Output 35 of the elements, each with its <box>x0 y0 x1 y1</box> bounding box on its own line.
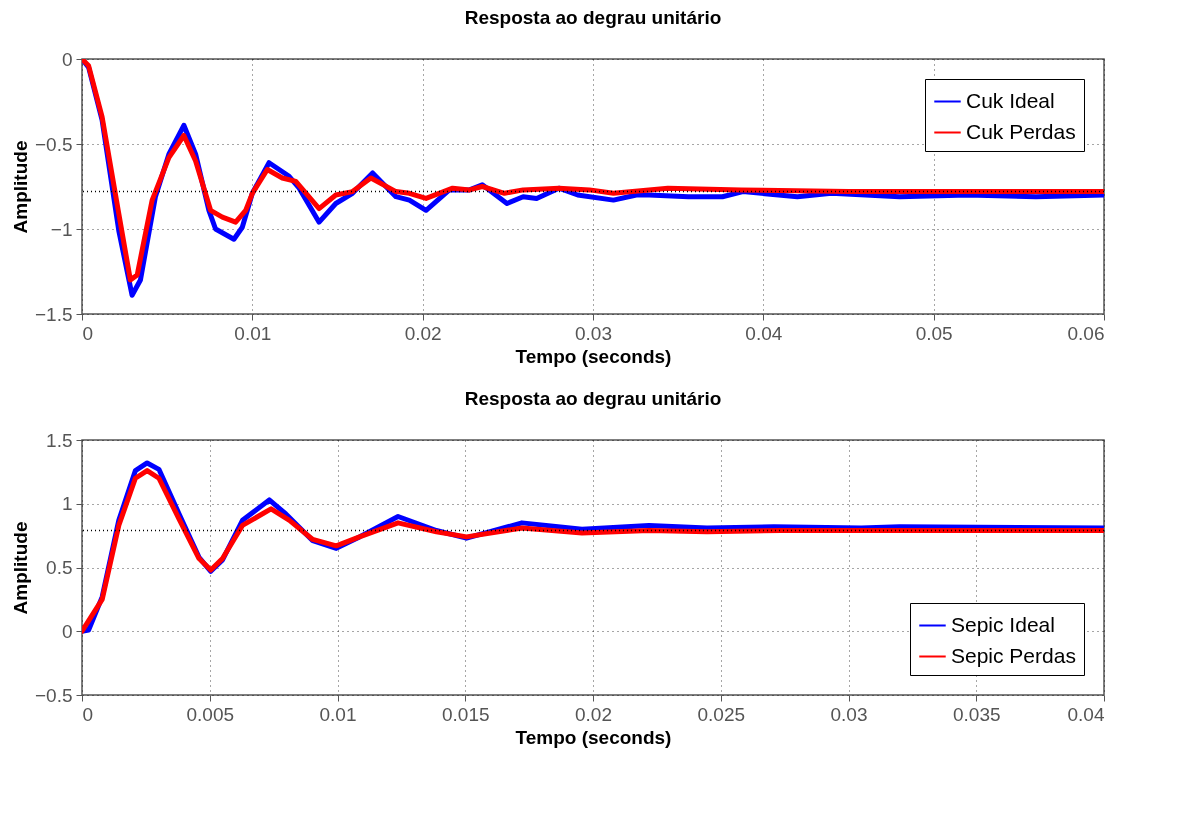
y-axis-title: Amplitude <box>9 521 31 615</box>
chart-title: Resposta ao degrau unitário <box>464 7 722 28</box>
legend-label: Sepic Perdas <box>951 643 1076 667</box>
y-tick-label: −1.5 <box>34 303 73 325</box>
x-tick-label: 0.06 <box>1067 322 1105 344</box>
chart-title: Resposta ao degrau unitário <box>464 388 722 409</box>
legend-label: Cuk Ideal <box>966 88 1055 112</box>
y-tick-label: 0.5 <box>46 557 73 578</box>
x-tick-label: 0.03 <box>830 703 868 725</box>
y-axis-title: Amplitude <box>9 140 31 234</box>
x-tick-label: 0.025 <box>697 703 746 725</box>
y-tick-label: 1 <box>61 493 73 515</box>
x-tick-label: 0 <box>82 322 94 344</box>
y-tick-label: 1.5 <box>46 429 73 451</box>
x-axis-title: Tempo (seconds) <box>515 726 672 748</box>
x-tick-label: 0 <box>82 703 94 725</box>
x-tick-label: 0.04 <box>745 322 783 344</box>
legend-label: Cuk Perdas <box>966 119 1076 143</box>
legend-label: Sepic Ideal <box>951 612 1055 636</box>
x-tick-label: 0.005 <box>186 703 235 725</box>
x-tick-label: 0.015 <box>441 703 490 725</box>
x-tick-label: 0.04 <box>1067 703 1105 725</box>
y-tick-label: 0 <box>61 48 73 70</box>
x-tick-label: 0.02 <box>575 703 612 725</box>
x-tick-label: 0.03 <box>575 322 612 344</box>
y-tick-label: −0.5 <box>34 684 73 706</box>
x-axis-title: Tempo (seconds) <box>515 345 672 367</box>
x-tick-label: 0.02 <box>404 322 442 344</box>
x-tick-label: 0.01 <box>319 703 357 725</box>
x-tick-label: 0.035 <box>952 703 1001 725</box>
x-tick-label: 0.01 <box>234 322 272 344</box>
x-tick-label: 0.05 <box>915 322 953 344</box>
y-tick-label: 0 <box>61 620 73 642</box>
y-tick-label: −1 <box>50 218 73 240</box>
y-tick-label: −0.5 <box>34 133 73 155</box>
